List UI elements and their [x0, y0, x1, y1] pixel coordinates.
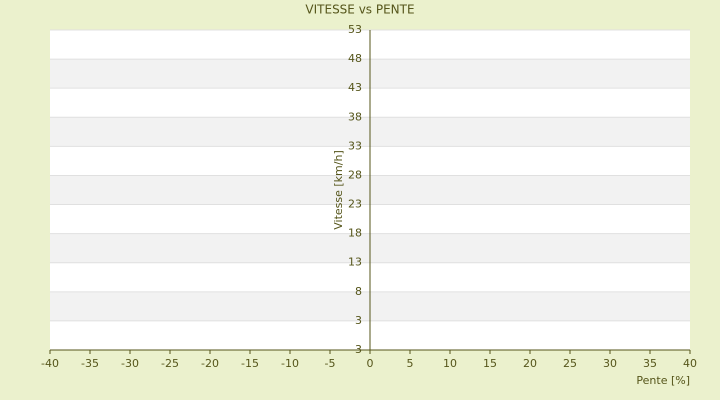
y-tick-label: 43: [348, 81, 362, 94]
y-tick-label: 23: [348, 198, 362, 211]
y-tick-label: 53: [348, 23, 362, 36]
y-tick-label: 33: [348, 139, 362, 152]
x-tick-label: 25: [563, 357, 577, 370]
chart-title: VITESSE vs PENTE: [305, 3, 414, 17]
x-tick-label: 15: [483, 357, 497, 370]
x-tick-label: 20: [523, 357, 537, 370]
y-tick-label: 18: [348, 227, 362, 240]
x-axis-label: Pente [%]: [636, 374, 690, 387]
y-tick-label: 13: [348, 256, 362, 269]
x-tick-label: -40: [41, 357, 59, 370]
x-tick-label: -25: [161, 357, 179, 370]
x-tick-label: -15: [241, 357, 259, 370]
y-tick-label: 48: [348, 52, 362, 65]
x-tick-label: 10: [443, 357, 457, 370]
x-tick-label: -5: [325, 357, 336, 370]
x-tick-label: 35: [643, 357, 657, 370]
y-axis-label: Vitesse [km/h]: [332, 150, 345, 230]
y-tick-label: 3: [355, 314, 362, 327]
x-tick-label: 40: [683, 357, 697, 370]
x-tick-label: -35: [81, 357, 99, 370]
x-tick-label: 5: [407, 357, 414, 370]
x-tick-label: 30: [603, 357, 617, 370]
x-tick-label: -30: [121, 357, 139, 370]
y-tick-label: 28: [348, 168, 362, 181]
x-tick-label: 0: [367, 357, 374, 370]
y-tick-label: 38: [348, 110, 362, 123]
y-tick-label: 8: [355, 285, 362, 298]
x-tick-label: -10: [281, 357, 299, 370]
x-tick-label: -20: [201, 357, 219, 370]
